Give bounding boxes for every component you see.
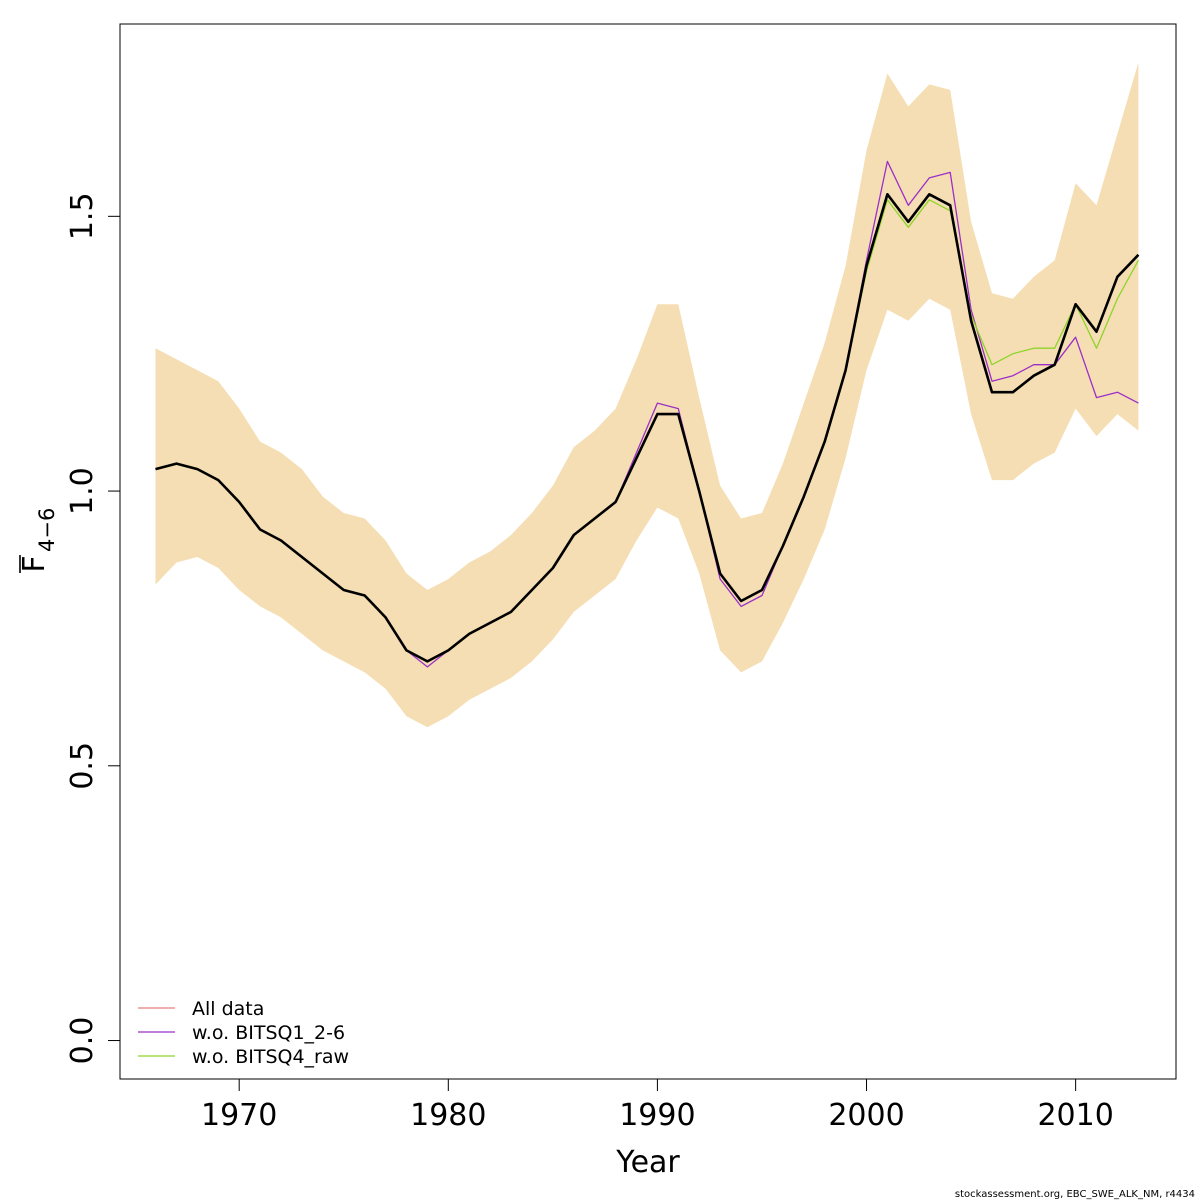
x-axis: 1970 1980 1990 2000 2010 bbox=[201, 1078, 1114, 1133]
x-tick-label-2010: 2010 bbox=[1037, 1098, 1113, 1133]
footer-credit: stockassessment.org, EBC_SWE_ALK_NM, r44… bbox=[955, 1189, 1195, 1200]
main-estimate-line bbox=[155, 193, 1140, 663]
x-tick-label-1980: 1980 bbox=[410, 1098, 486, 1133]
legend-label-1: w.o. BITSQ1_2-6 bbox=[192, 1022, 345, 1044]
y-tick-label-2: 1.0 bbox=[65, 467, 100, 515]
y-axis-title-main: F bbox=[17, 555, 52, 572]
y-tick-label-3: 1.5 bbox=[65, 192, 100, 240]
x-tick-label-1990: 1990 bbox=[619, 1098, 695, 1133]
legend-label-2: w.o. BITSQ4_raw bbox=[192, 1046, 349, 1068]
y-tick-label-1: 0.5 bbox=[65, 742, 100, 790]
y-axis: 0.0 0.5 1.0 1.5 bbox=[65, 192, 121, 1065]
x-tick-label-1970: 1970 bbox=[201, 1098, 277, 1133]
y-axis-title: F 4−6 bbox=[17, 508, 59, 573]
x-axis-title: Year bbox=[615, 1145, 680, 1180]
y-axis-title-subscript: 4−6 bbox=[35, 508, 59, 552]
y-tick-label-0: 0.0 bbox=[65, 1017, 100, 1065]
legend-label-0: All data bbox=[192, 998, 264, 1020]
x-tick-label-2000: 2000 bbox=[828, 1098, 904, 1133]
confidence-band bbox=[155, 62, 1139, 728]
